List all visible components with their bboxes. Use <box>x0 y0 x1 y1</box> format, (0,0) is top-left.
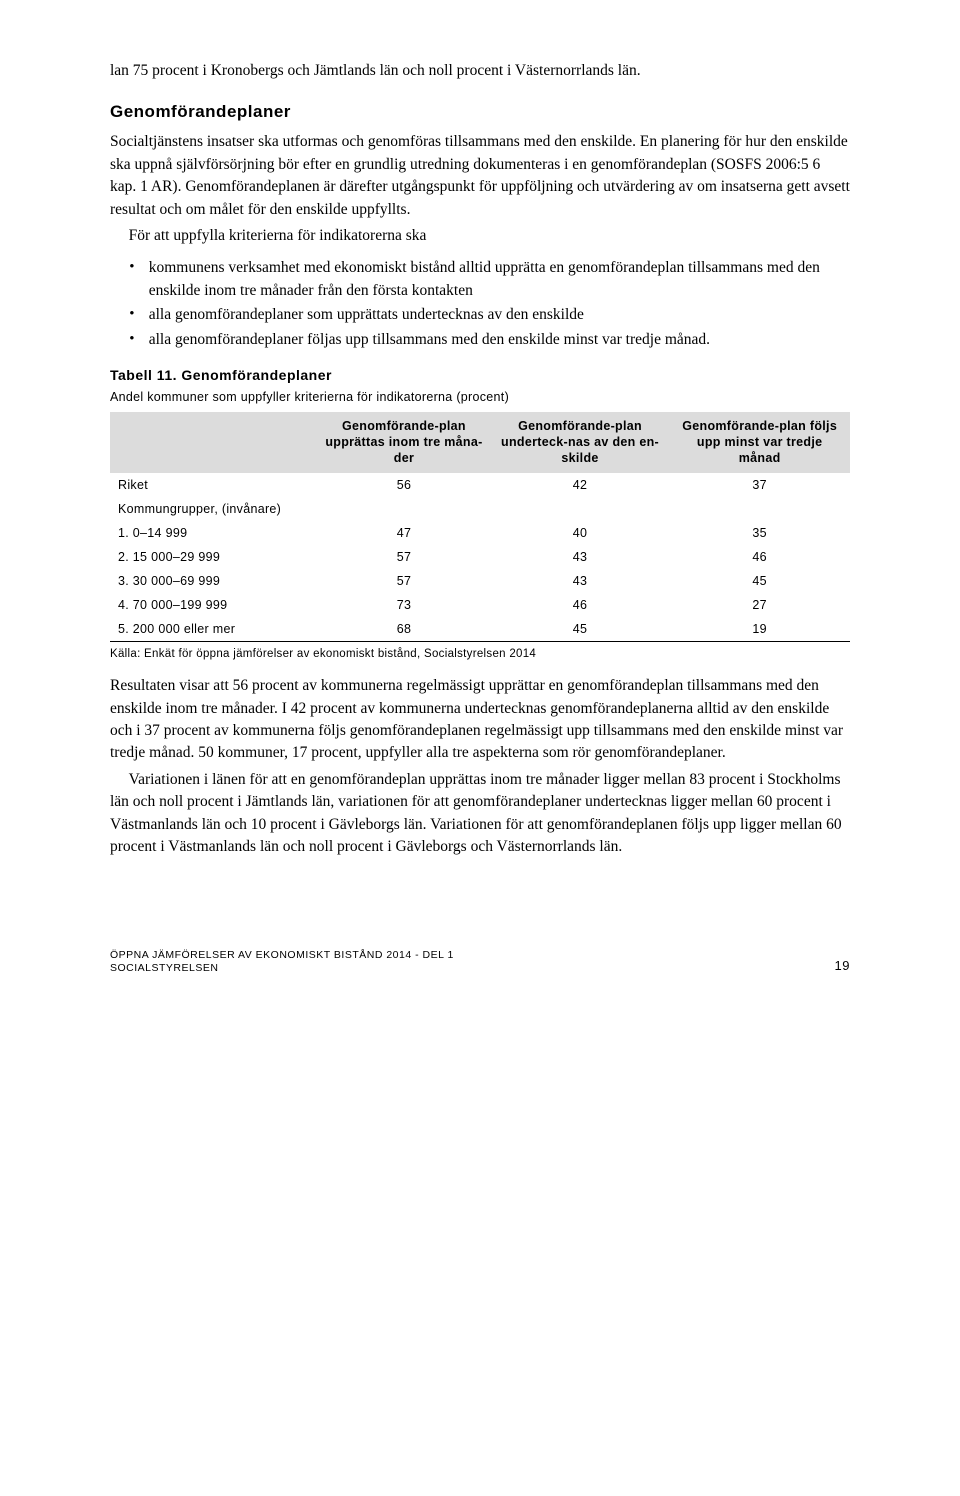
page-number: 19 <box>835 957 850 976</box>
table-section-row: Kommungrupper, (invånare) <box>110 497 850 521</box>
paragraph-1: Socialtjänstens insatser ska utformas oc… <box>110 131 850 221</box>
result-paragraph-2: Variationen i länen för att en genomföra… <box>110 769 850 859</box>
table-subtitle: Andel kommuner som uppfyller kriterierna… <box>110 388 850 406</box>
list-item: alla genomförandeplaner följas upp tills… <box>149 329 850 351</box>
table-header-row: Genomförande-plan upprättas inom tre mån… <box>110 412 850 473</box>
footer-title: ÖPPNA JÄMFÖRELSER AV EKONOMISKT BISTÅND … <box>110 949 454 963</box>
intro-paragraph: lan 75 procent i Kronobergs och Jämtland… <box>110 60 850 82</box>
list-item: alla genomförandeplaner som upprättats u… <box>149 304 850 326</box>
page-footer: ÖPPNA JÄMFÖRELSER AV EKONOMISKT BISTÅND … <box>110 949 850 976</box>
footer-org: SOCIALSTYRELSEN <box>110 962 454 976</box>
paragraph-2-lead: För att uppfylla kriterierna för indikat… <box>110 225 850 247</box>
table-row: 2. 15 000–29 999 57 43 46 <box>110 545 850 569</box>
col-header: Genomförande-plan följs upp minst var tr… <box>669 412 850 473</box>
table-source: Källa: Enkät för öppna jämförelser av ek… <box>110 646 850 663</box>
table-row: 4. 70 000–199 999 73 46 27 <box>110 593 850 617</box>
criteria-list: kommunens verksamhet med ekonomiskt bist… <box>110 257 850 351</box>
section-heading: Genomförandeplaner <box>110 100 850 125</box>
table-row: 1. 0–14 999 47 40 35 <box>110 521 850 545</box>
table-row: Riket 56 42 37 <box>110 473 850 497</box>
list-item: kommunens verksamhet med ekonomiskt bist… <box>149 257 850 302</box>
table-title: Tabell 11. Genomförandeplaner <box>110 365 850 385</box>
data-table: Genomförande-plan upprättas inom tre mån… <box>110 412 850 643</box>
col-header: Genomförande-plan underteck-nas av den e… <box>491 412 670 473</box>
table-row: 3. 30 000–69 999 57 43 45 <box>110 569 850 593</box>
result-paragraph-1: Resultaten visar att 56 procent av kommu… <box>110 675 850 765</box>
table-row: 5. 200 000 eller mer 68 45 19 <box>110 617 850 642</box>
col-header: Genomförande-plan upprättas inom tre mån… <box>317 412 491 473</box>
